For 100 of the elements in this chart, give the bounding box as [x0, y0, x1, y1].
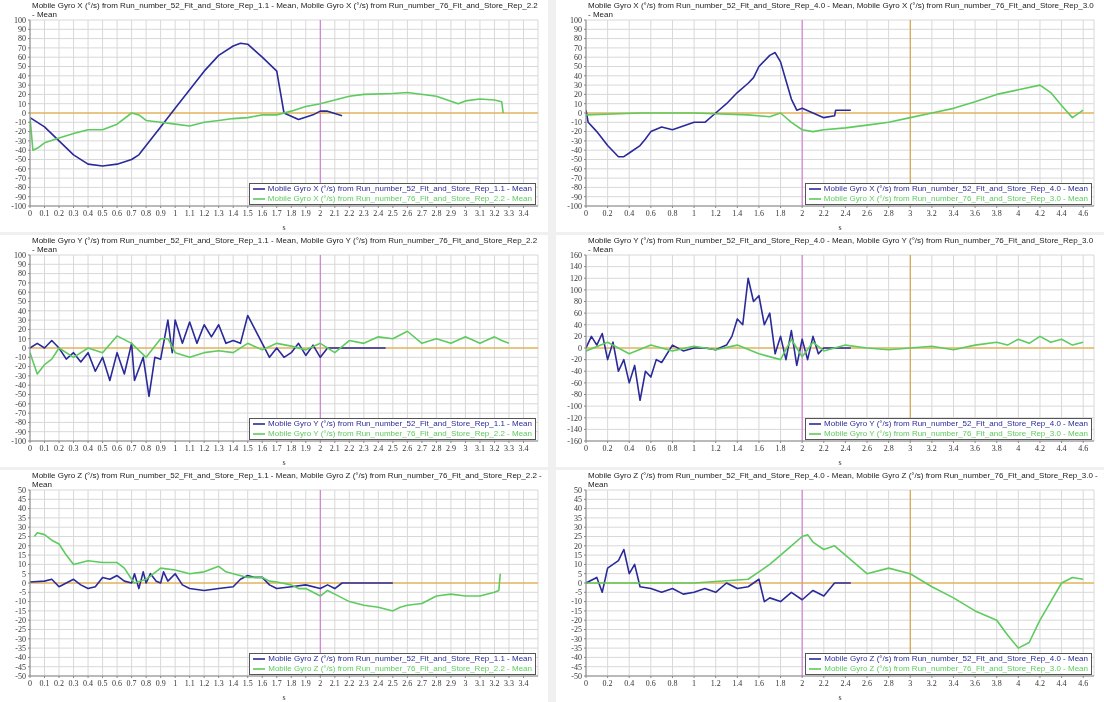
x-tick-label: 4.6 [1078, 208, 1089, 218]
y-tick-label: -80 [15, 418, 26, 428]
x-tick-label: 4.6 [1078, 443, 1089, 453]
x-tick-label: 3.2 [489, 443, 500, 453]
x-tick-label: 1.4 [732, 443, 743, 453]
y-tick-label: -10 [571, 597, 582, 607]
y-tick-label: -60 [15, 164, 26, 174]
x-tick-label: 2.5 [387, 443, 398, 453]
x-tick-label: 3.2 [926, 208, 937, 218]
legend-label: Mobile Gyro X (°/s) from Run_number_52_Fit_and_Store_Rep_1.1 - Mean [267, 184, 532, 194]
y-tick-label: 60 [18, 288, 26, 298]
x-tick-label: 3 [463, 208, 468, 218]
x-tick-label: 0.8 [141, 678, 152, 688]
x-tick-label: 1.9 [300, 443, 311, 453]
y-tick-label: 50 [574, 485, 582, 495]
chart-title: Mobile Gyro Y (°/s) from Run_number_52_Fit_and_Store_Rep_1.1 - Mean, Mobile Gyro Y (°/s) from Run_number_76_Fit_and_Store_Rep_2.2 - Mean [32, 236, 539, 254]
x-tick-label: 1.8 [286, 443, 297, 453]
x-tick-label: 2 [800, 208, 805, 218]
x-tick-label: 2 [800, 443, 805, 453]
y-tick-label: 0 [22, 578, 26, 588]
x-tick-label: 1.4 [228, 208, 239, 218]
x-tick-label: 0.2 [54, 443, 65, 453]
x-tick-label: 2.2 [344, 208, 355, 218]
x-tick-label: 1.1 [184, 678, 195, 688]
y-tick-label: 60 [18, 53, 26, 63]
x-tick-label: 2.7 [416, 208, 427, 218]
x-tick-label: 0.1 [39, 208, 50, 218]
y-tick-label: -40 [15, 653, 26, 663]
x-tick-label: 3.4 [948, 208, 959, 218]
y-tick-label: -35 [571, 643, 582, 653]
x-tick-label: 4.6 [1078, 678, 1089, 688]
y-tick-label: -100 [567, 201, 582, 211]
y-tick-label: 50 [18, 485, 26, 495]
x-tick-label: 4.2 [1034, 443, 1045, 453]
y-tick-label: 40 [574, 71, 582, 81]
x-tick-label: 1.3 [213, 208, 224, 218]
x-tick-label: 3.1 [474, 678, 485, 688]
x-tick-label: 1.9 [300, 208, 311, 218]
y-tick-label: 90 [18, 260, 26, 270]
y-tick-label: 30 [18, 80, 26, 90]
x-tick-label: 3.4 [518, 678, 529, 688]
y-tick-label: 30 [18, 315, 26, 325]
x-tick-label: 2.1 [329, 678, 340, 688]
y-tick-label: -20 [571, 616, 582, 626]
y-tick-label: 25 [18, 532, 26, 542]
y-tick-label: -60 [571, 378, 582, 388]
y-tick-label: -50 [571, 671, 582, 681]
x-axis-title: s [282, 223, 286, 232]
x-tick-label: 0.2 [602, 208, 613, 218]
x-tick-label: 0.5 [97, 443, 108, 453]
y-tick-label: 20 [574, 332, 582, 342]
y-tick-label: 35 [18, 513, 26, 523]
x-tick-label: 4.2 [1034, 678, 1045, 688]
y-tick-label: 5 [578, 569, 582, 579]
x-tick-label: 1.8 [286, 208, 297, 218]
y-tick-label: -80 [571, 183, 582, 193]
x-tick-label: 0.4 [83, 208, 94, 218]
y-tick-label: -5 [19, 588, 26, 598]
x-tick-label: 3.8 [991, 678, 1002, 688]
y-tick-label: 70 [574, 43, 582, 53]
line-series [586, 335, 1084, 361]
legend-label: Mobile Gyro X (°/s) from Run_number_52_Fit_and_Store_Rep_4.0 - Mean [823, 184, 1088, 194]
y-tick-label: 80 [18, 34, 26, 44]
y-tick-label: -40 [571, 367, 582, 377]
x-tick-label: 1.4 [228, 443, 239, 453]
legend-label: Mobile Gyro Z (°/s) from Run_number_52_Fit_and_Store_Rep_1.1 - Mean [268, 654, 532, 664]
line-series [30, 91, 504, 151]
y-tick-label: -10 [571, 118, 582, 128]
x-tick-label: 4.2 [1034, 208, 1045, 218]
x-tick-label: 2.2 [344, 443, 355, 453]
x-tick-label: 2.6 [862, 208, 873, 218]
x-tick-label: 3.8 [991, 443, 1002, 453]
x-tick-label: 0.1 [39, 443, 50, 453]
x-tick-label: 0.8 [667, 208, 678, 218]
x-tick-label: 0.9 [155, 208, 166, 218]
y-tick-label: 15 [574, 550, 582, 560]
x-tick-label: 1 [173, 678, 178, 688]
x-tick-label: 1.2 [199, 678, 210, 688]
y-tick-label: -50 [15, 671, 26, 681]
y-tick-label: 80 [574, 34, 582, 44]
y-tick-label: -20 [15, 127, 26, 137]
y-tick-label: 10 [18, 99, 26, 109]
x-tick-label: 2.4 [840, 443, 851, 453]
x-tick-label: 1.6 [753, 443, 764, 453]
y-tick-label: -15 [571, 606, 582, 616]
x-tick-label: 0.3 [68, 208, 79, 218]
y-tick-label: -45 [15, 662, 26, 672]
y-tick-label: 40 [18, 71, 26, 81]
y-tick-label: -30 [15, 371, 26, 381]
x-tick-label: 2 [318, 208, 323, 218]
y-tick-label: -20 [571, 355, 582, 365]
x-tick-label: 0.6 [112, 208, 123, 218]
x-tick-label: 3 [908, 678, 913, 688]
x-tick-label: 1.6 [753, 678, 764, 688]
y-tick-label: 0 [578, 108, 582, 118]
x-tick-label: 2.6 [402, 208, 413, 218]
y-tick-label: -50 [15, 155, 26, 165]
x-tick-label: 2.1 [329, 443, 340, 453]
chart-title: Mobile Gyro Z (°/s) from Run_number_52_Fit_and_Store_Rep_1.1 - Mean, Mobile Gyro Z (°/s) from Run_number_76_Fit_and_Store_Rep_2.2 - Mean [32, 471, 542, 489]
y-tick-label: -140 [567, 425, 582, 435]
